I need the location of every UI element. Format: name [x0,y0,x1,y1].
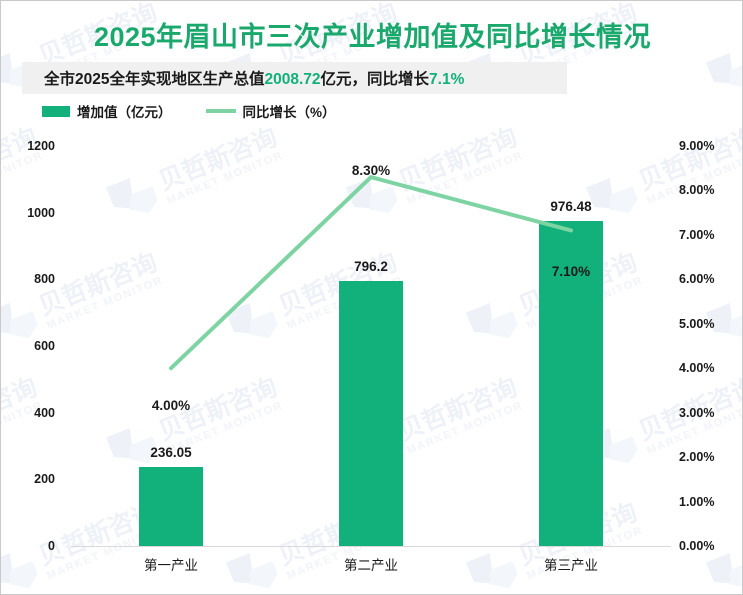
legend-item-line-label: 同比增长（%） [242,105,336,120]
y-axis-right-tick: 9.00% [679,139,715,153]
subtitle-middle: 亿元，同比增长 [320,71,430,88]
bar-value-label: 976.48 [550,198,592,214]
y-axis-left-tick: 200 [34,472,55,487]
y-axis-left: 0 200 400 600 800 1000 1200 [1,139,63,553]
bar-value-label: 796.2 [354,258,388,274]
legend-item-bar[interactable]: 增加值（亿元） [42,101,172,121]
watermark-logo-icon [1,545,45,594]
subtitle-growth-value: 7.1% [429,71,465,88]
y-axis-right-tick: 2.00% [679,450,715,465]
subtitle-prefix: 全市2025全年实现地区生产总值 [44,71,265,88]
chart-legend: 增加值（亿元） 同比增长（%） [42,101,336,121]
y-axis-right-tick: 0.00% [679,539,715,553]
y-axis-right-tick: 4.00% [679,361,715,376]
line-value-label: 4.00% [151,398,191,414]
subtitle-gdp-value: 2008.72 [264,71,321,88]
legend-line-swatch-icon [205,109,236,113]
y-axis-left-tick: 0 [48,539,55,553]
legend-item-bar-label: 增加值（亿元） [77,105,172,120]
bar-1[interactable] [139,467,203,546]
subtitle-banner: 全市2025全年实现地区生产总值2008.72亿元，同比增长7.1% [22,62,567,94]
page-title: 2025年眉山市三次产业增加值及同比增长情况 [93,22,652,52]
y-axis-right-tick: 6.00% [679,272,715,287]
y-axis-right-tick: 5.00% [679,316,715,331]
y-axis-right-tick: 8.00% [679,183,715,198]
x-axis-tick-label: 第一产业 [144,558,198,573]
y-axis-left-tick: 1000 [27,205,55,220]
x-axis-tick-label: 第三产业 [544,558,598,573]
y-axis-right-tick: 7.00% [679,227,715,242]
bar-3[interactable] [539,220,603,546]
x-axis-labels: 第一产业 第二产业 第三产业 [71,554,671,580]
subtitle-text: 全市2025全年实现地区生产总值2008.72亿元，同比增长7.1% [22,67,464,89]
x-axis-tick-label: 第二产业 [344,558,398,573]
y-axis-left-tick: 1200 [27,139,55,153]
y-axis-right-tick: 1.00% [679,494,715,509]
x-axis-line [71,546,671,547]
legend-item-line[interactable]: 同比增长（%） [205,101,336,121]
y-axis-left-tick: 400 [34,405,55,420]
y-axis-left-tick: 600 [34,339,55,353]
y-axis-right-tick: 3.00% [679,405,715,420]
bar-2[interactable] [339,280,403,546]
legend-bar-swatch-icon [42,105,70,117]
plot-area: 236.05 796.2 976.48 4.00% 8.30% 7.10% [71,146,671,547]
y-axis-left-tick: 800 [34,272,55,287]
y-axis-right: 0.00% 1.00% 2.00% 3.00% 4.00% 5.00% 6.00% 7.00%… [679,139,742,553]
line-value-label: 7.10% [551,264,591,280]
bar-value-label: 236.05 [150,445,192,461]
line-value-label: 8.30% [351,163,391,179]
